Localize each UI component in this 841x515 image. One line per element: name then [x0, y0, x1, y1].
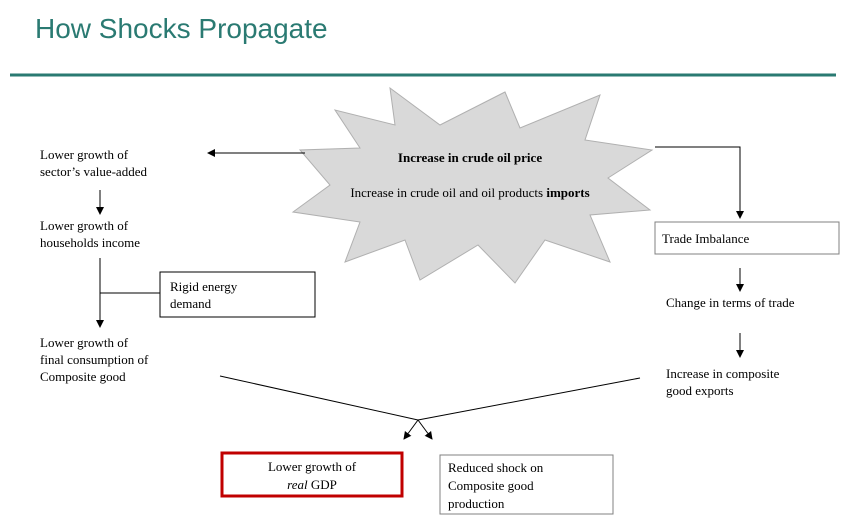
gdp-emphasis: real [287, 477, 308, 492]
rigid-line: demand [170, 296, 212, 311]
reduced-box [439, 454, 614, 515]
reduced-line: Reduced shock on [448, 460, 544, 475]
connector [417, 377, 641, 421]
slide-title: How Shocks Propagate [35, 13, 328, 44]
trade-box [654, 221, 840, 255]
shock-burst [291, 86, 654, 284]
reduced-line: production [448, 496, 505, 511]
rigid-box [159, 271, 316, 318]
gdp-line: real GDP [287, 477, 337, 492]
left-node-line: Composite good [40, 369, 126, 384]
right-node-line: good exports [666, 383, 734, 398]
gdp-line: Lower growth of [268, 459, 357, 474]
connector [219, 375, 419, 421]
left-node-line: households income [40, 235, 140, 250]
shock-heading: Increase in crude oil price [398, 150, 542, 165]
arrow [655, 146, 744, 219]
left-node-line: Lower growth of [40, 335, 129, 350]
gdp-box [220, 451, 404, 498]
left-node-line: final consumption of [40, 352, 149, 367]
shock-text: Increase in crude oil and oil products i… [350, 185, 589, 200]
shock-text-main: Increase in crude oil and oil products [350, 185, 543, 200]
shock-text-emphasis: imports [546, 185, 589, 200]
gdp-text: GDP [311, 477, 337, 492]
right-node-line: Change in terms of trade [666, 295, 795, 310]
right-node-line: Trade Imbalance [662, 231, 749, 246]
right-node-line: Increase in composite [666, 366, 780, 381]
arrow [417, 419, 433, 440]
arrow [403, 419, 419, 440]
rigid-line: Rigid energy [170, 279, 238, 294]
left-node-line: Lower growth of [40, 218, 129, 233]
left-node-line: sector’s value-added [40, 164, 147, 179]
left-node-line: Lower growth of [40, 147, 129, 162]
reduced-line: Composite good [448, 478, 534, 493]
